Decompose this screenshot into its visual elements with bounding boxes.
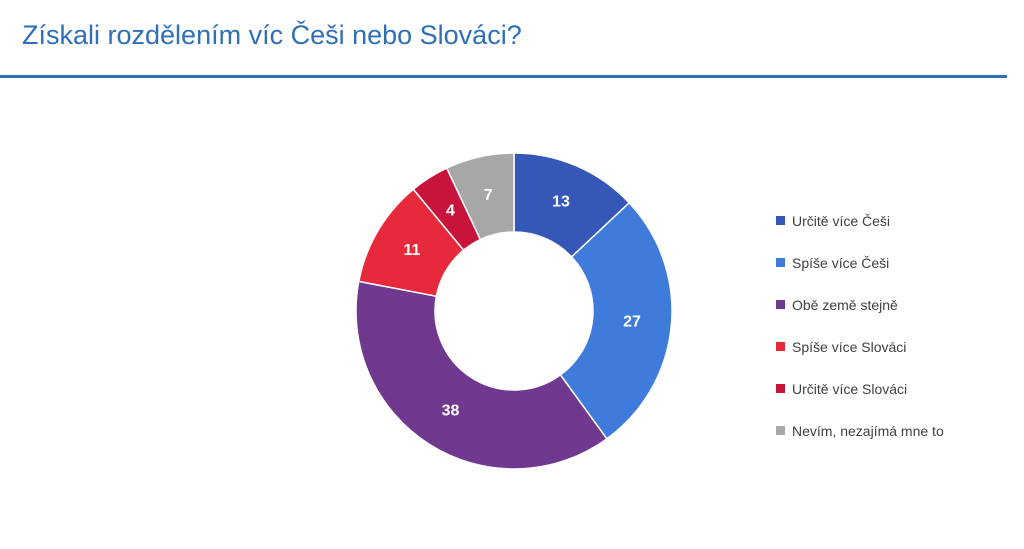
legend-swatch <box>776 426 785 435</box>
legend-label: Nevím, nezajímá mne to <box>792 422 944 439</box>
legend-swatch <box>776 342 785 351</box>
legend-label: Určitě více Češi <box>792 212 891 229</box>
legend-item: Určitě více Slováci <box>776 378 944 399</box>
slice-value-label: 11 <box>404 242 421 259</box>
donut-slice <box>355 280 608 470</box>
legend-swatch <box>776 258 785 267</box>
slice-value-label: 4 <box>446 202 455 219</box>
legend-item: Obě země stejně <box>776 294 944 315</box>
slice-value-label: 7 <box>484 187 493 204</box>
slice-value-label: 38 <box>442 403 460 420</box>
legend-label: Obě země stejně <box>792 296 898 313</box>
legend-item: Spíše více Češi <box>776 252 944 273</box>
donut-slice <box>559 201 673 440</box>
legend-swatch <box>776 300 785 309</box>
donut-slice <box>445 152 515 241</box>
legend-item: Nevím, nezajímá mne to <box>776 420 944 441</box>
slice-value-label: 27 <box>623 314 641 331</box>
legend-label: Určitě více Slováci <box>792 380 908 397</box>
legend-item: Spíše více Slováci <box>776 336 944 357</box>
legend-swatch <box>776 216 785 225</box>
legend-label: Spíše více Češi <box>792 254 890 271</box>
legend-item: Určitě více Češi <box>776 210 944 231</box>
slice-value-label: 13 <box>552 194 570 211</box>
legend-swatch <box>776 384 785 393</box>
legend-label: Spíše více Slováci <box>792 338 907 355</box>
chart-legend: Určitě více Češi Spíše více Češi Obě země … <box>776 210 944 462</box>
page-title: Získali rozdělením víc Češi nebo Slováci… <box>22 20 522 50</box>
title-divider <box>0 75 1007 78</box>
